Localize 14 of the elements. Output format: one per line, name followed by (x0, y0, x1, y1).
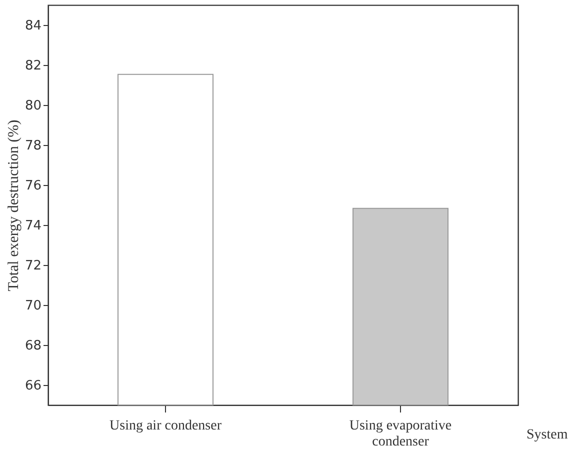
y-tick-label: 82 (24, 58, 42, 74)
y-tick-label: 80 (24, 98, 42, 114)
y-tick-label: 72 (24, 258, 42, 274)
y-tick-label: 66 (24, 378, 42, 394)
y-tick-label: 76 (24, 178, 42, 194)
y-tick-label: 70 (24, 298, 42, 314)
y-tick-label: 84 (24, 18, 42, 34)
x-tick-label: Using air condenser (110, 418, 222, 434)
y-axis-title: Total exergy destruction (%) (6, 120, 22, 292)
y-tick-label: 74 (24, 218, 42, 234)
y-tick-label: 78 (24, 138, 42, 154)
x-axis-title: System (526, 428, 568, 442)
x-tick-label: Using evaporative condenser (349, 418, 452, 450)
y-tick-label: 68 (24, 338, 42, 354)
